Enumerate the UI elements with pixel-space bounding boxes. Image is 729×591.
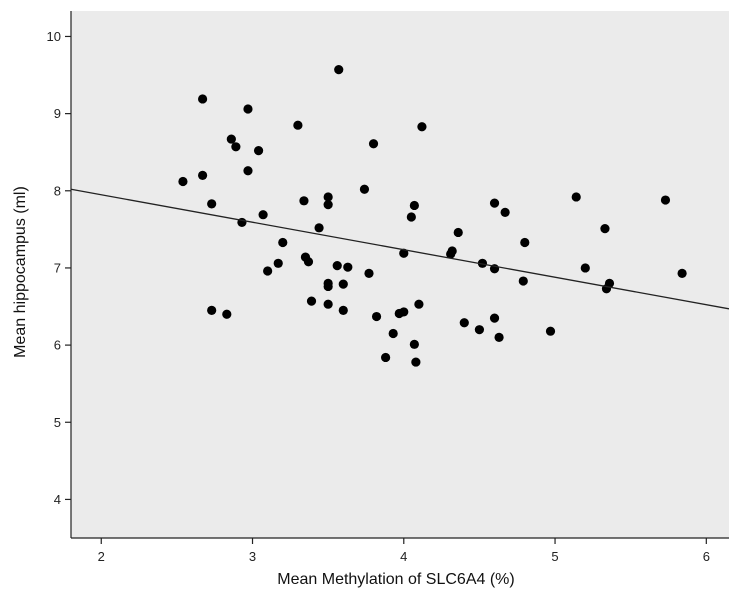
y-tick-label: 10 (47, 29, 61, 44)
data-point (520, 237, 530, 248)
data-point (323, 281, 333, 292)
data-point (447, 246, 457, 256)
data-point (406, 212, 416, 222)
y-axis-title: Mean hippocampus (ml) (12, 186, 29, 358)
y-tick-label: 8 (54, 183, 61, 198)
data-point (660, 195, 671, 205)
data-point (299, 196, 309, 206)
data-point (222, 309, 232, 319)
data-point (388, 328, 398, 339)
data-point (409, 339, 419, 349)
data-point (332, 261, 342, 271)
data-point (494, 332, 504, 342)
data-point (306, 296, 317, 306)
data-point (600, 223, 610, 234)
data-point (323, 200, 333, 210)
data-point (571, 192, 581, 202)
data-point (453, 227, 463, 238)
data-point (303, 257, 314, 267)
data-point (381, 352, 391, 363)
y-tick-label: 6 (54, 338, 61, 353)
data-point (399, 248, 409, 258)
data-point (368, 139, 379, 149)
data-point (414, 299, 424, 309)
y-axis: 4 5 6 7 8 9 10 (47, 11, 72, 538)
x-tick-label: 3 (249, 549, 256, 564)
data-point (477, 258, 488, 268)
x-axis: 2 3 4 5 6 (71, 537, 729, 564)
data-point (263, 266, 273, 276)
data-point (178, 176, 188, 187)
data-point (334, 65, 344, 75)
data-point (580, 263, 590, 273)
data-point (409, 200, 419, 211)
x-tick-label: 4 (400, 549, 407, 564)
x-tick-label: 5 (551, 549, 558, 564)
x-tick-label: 6 (703, 549, 710, 564)
x-axis-title: Mean Methylation of SLC6A4 (%) (277, 571, 514, 588)
data-point (273, 258, 283, 268)
plot-area (71, 11, 729, 538)
data-point (489, 313, 500, 323)
data-point (518, 276, 528, 286)
data-point (278, 237, 288, 248)
data-point (459, 318, 469, 328)
data-point (243, 104, 253, 114)
data-point (500, 207, 510, 217)
y-tick-label: 7 (54, 260, 61, 275)
data-point (253, 146, 264, 156)
data-point (314, 223, 324, 233)
data-point (198, 170, 208, 180)
data-point (474, 325, 485, 335)
data-point (293, 120, 303, 130)
data-point (323, 299, 333, 309)
data-point (338, 279, 348, 289)
data-point (258, 210, 268, 220)
data-point (207, 199, 217, 209)
data-point (338, 305, 348, 315)
data-point (604, 278, 615, 288)
y-tick-label: 5 (54, 415, 61, 430)
regression-line (70, 188, 729, 310)
data-point (489, 198, 500, 208)
y-tick-label: 4 (54, 492, 61, 507)
data-point (371, 311, 382, 322)
data-point (399, 307, 409, 317)
data-point (364, 268, 374, 278)
data-point (359, 184, 370, 194)
data-point (343, 262, 353, 272)
data-point (198, 94, 208, 104)
data-point (207, 305, 217, 315)
data-point (545, 326, 556, 336)
data-point (417, 122, 427, 132)
x-tick-label: 2 (98, 549, 105, 564)
data-points (178, 65, 687, 367)
y-tick-label: 9 (54, 106, 61, 121)
data-point (231, 142, 241, 152)
data-point (323, 192, 333, 202)
data-point (226, 134, 236, 144)
data-point (243, 166, 253, 176)
data-point (677, 268, 687, 278)
data-point (411, 357, 421, 367)
